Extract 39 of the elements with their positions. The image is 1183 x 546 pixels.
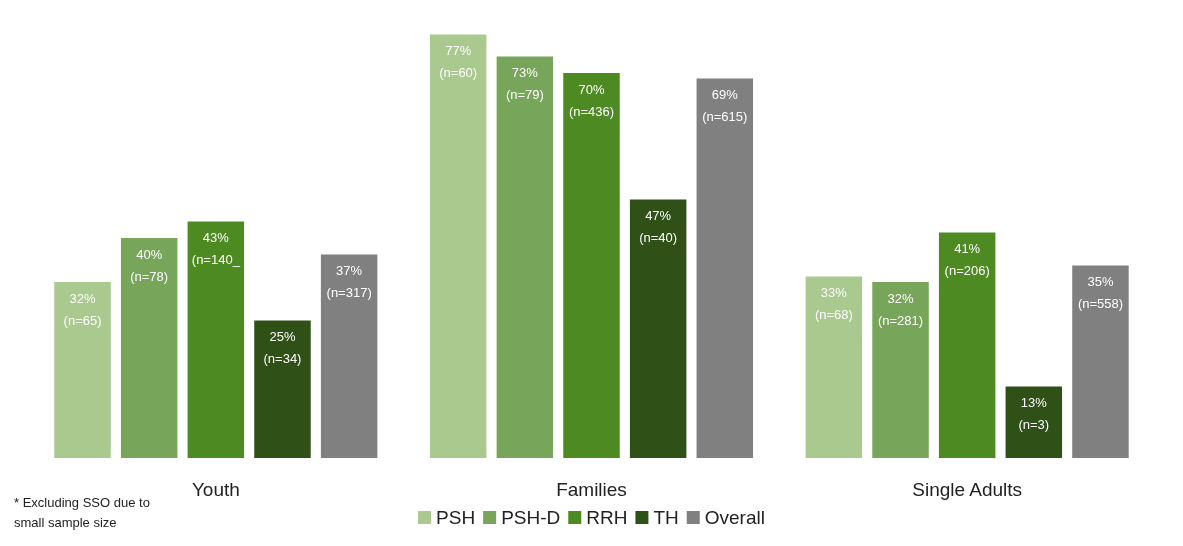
bar [496,56,554,458]
data-label: 37% (n=317) [326,263,372,300]
data-label: 43% (n=140_ [191,230,241,267]
bar [872,282,929,458]
bar [805,276,863,458]
bar [120,238,178,458]
text: * Excluding SSO due to small sample size [14,494,154,530]
x-tick-label: Youth [191,479,240,500]
bar [429,34,487,458]
data-label: 69% (n=615) [702,87,748,124]
data-label: 77% (n=60) [439,43,478,80]
legend-label: Overall [704,507,765,528]
bar [629,199,687,458]
legend-label: TH [653,507,679,528]
bar [563,73,620,458]
bar [938,232,996,458]
data-label: 40% (n=78) [130,246,169,284]
data-label: 25% (n=34) [263,329,302,366]
legend-label: PSH [436,507,476,528]
bar [1005,386,1063,458]
x-tick-label: Families [556,479,627,500]
data-label: 35% (n=558) [1077,274,1124,311]
data-label: 32% (n=281) [877,290,924,328]
data-label: 32% (n=65) [63,290,102,328]
data-label: 41% (n=206) [944,241,990,278]
data-label: 47% (n=40) [639,208,678,245]
legend-label: RRH [586,507,628,528]
legend-label: PSH-D [501,507,561,528]
bar [54,282,111,458]
data-label: 73% (n=79) [505,65,544,102]
bar [320,254,378,458]
data-label: 70% (n=436) [568,81,615,119]
bar [187,221,245,458]
bar [254,320,311,458]
bar [1072,265,1129,458]
data-label: 13% (n=3) [1018,395,1050,432]
bar [696,78,754,458]
x-tick-label: Single Adults [912,479,1023,500]
data-label: 33% (n=68) [814,285,853,322]
